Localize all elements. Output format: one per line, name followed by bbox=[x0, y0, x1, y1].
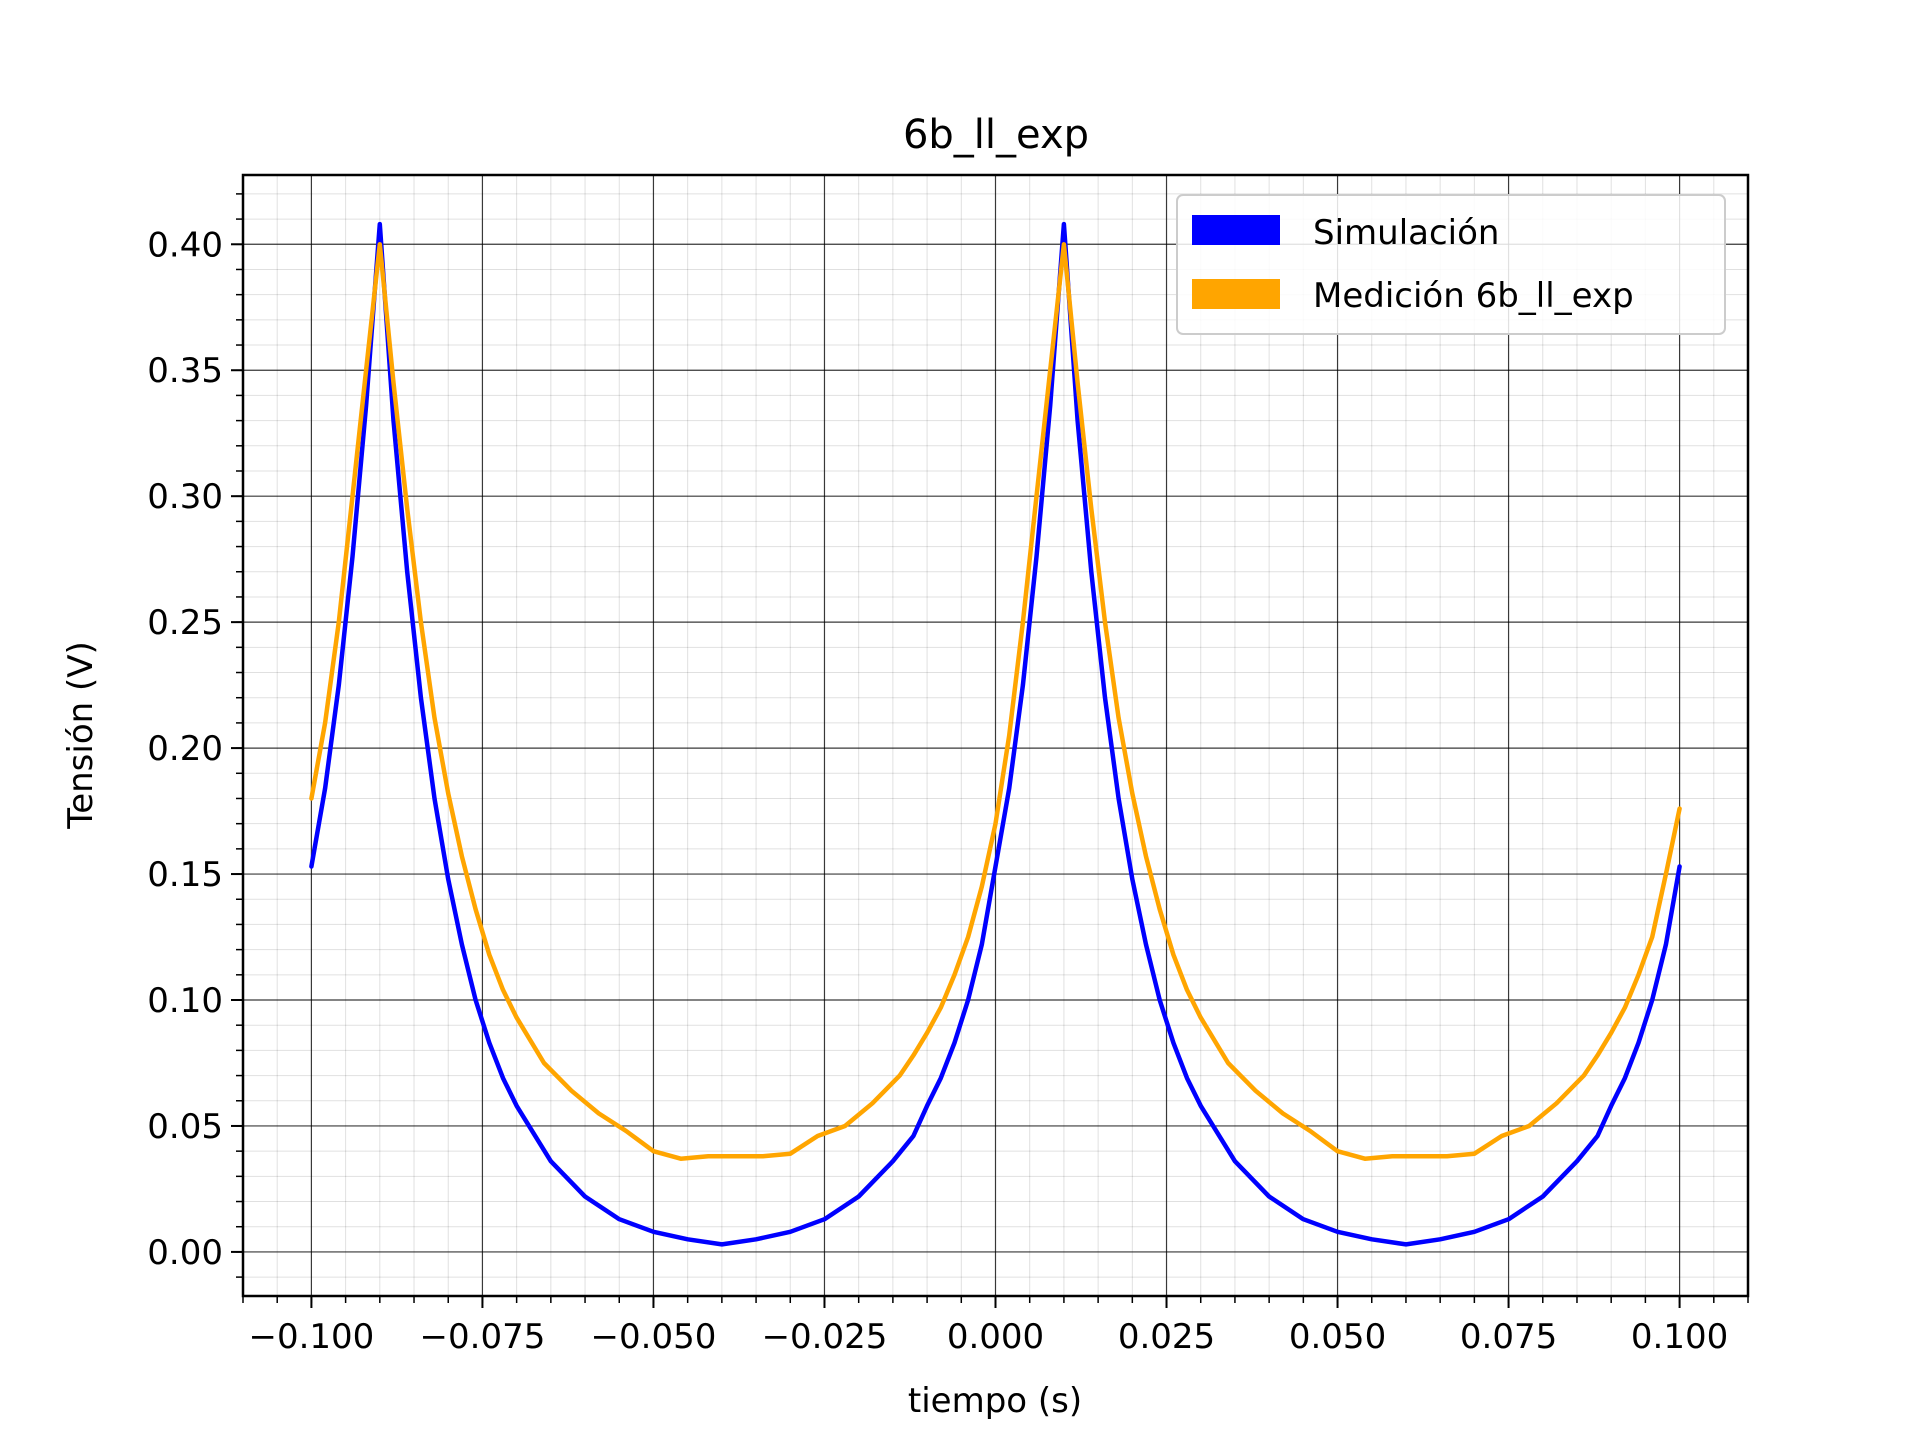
legend: Simulación Medición 6b_ll_exp bbox=[1176, 194, 1726, 335]
y-tick-label: 0.10 bbox=[147, 981, 223, 1021]
x-tick-label: −0.100 bbox=[248, 1317, 374, 1357]
legend-box bbox=[1176, 194, 1726, 335]
x-tick-label: 0.050 bbox=[1289, 1317, 1386, 1357]
chart-title: 6b_ll_exp bbox=[903, 112, 1089, 158]
x-tick-label: 0.025 bbox=[1118, 1317, 1215, 1357]
legend-swatch-simulacion bbox=[1192, 215, 1280, 245]
y-tick-label: 0.15 bbox=[147, 855, 223, 895]
x-tick-label: −0.025 bbox=[762, 1317, 888, 1357]
x-axis-label: tiempo (s) bbox=[908, 1381, 1082, 1421]
series-line-medicion bbox=[309, 242, 1682, 1161]
x-tick-label: 0.000 bbox=[947, 1317, 1044, 1357]
series-layer bbox=[309, 221, 1682, 1247]
y-tick-label: 0.25 bbox=[147, 603, 223, 643]
y-tick-label: 0.00 bbox=[147, 1233, 223, 1273]
x-tick-label: −0.050 bbox=[591, 1317, 717, 1357]
y-tick-label: 0.20 bbox=[147, 729, 223, 769]
x-tick-label: 0.100 bbox=[1631, 1317, 1728, 1357]
y-axis: 0.00 0.05 0.10 0.15 0.20 0.25 0.30 0.35 0.40 bbox=[147, 193, 243, 1278]
legend-swatch-medicion bbox=[1192, 279, 1280, 309]
y-tick-label: 0.35 bbox=[147, 351, 223, 391]
y-tick-label: 0.30 bbox=[147, 477, 223, 517]
x-tick-label: 0.075 bbox=[1460, 1317, 1557, 1357]
x-axis: −0.100 −0.075 −0.050 −0.025 0.000 0.025 0.050 0… bbox=[242, 1296, 1749, 1357]
x-tick-label: −0.075 bbox=[420, 1317, 546, 1357]
legend-label-medicion: Medición 6b_ll_exp bbox=[1313, 276, 1634, 316]
y-axis-label: Tensión (V) bbox=[61, 641, 101, 830]
y-tick-label: 0.05 bbox=[147, 1107, 223, 1147]
legend-label-simulacion: Simulación bbox=[1313, 213, 1499, 253]
y-tick-label: 0.40 bbox=[147, 225, 223, 265]
series-line-simulacion bbox=[309, 221, 1682, 1247]
